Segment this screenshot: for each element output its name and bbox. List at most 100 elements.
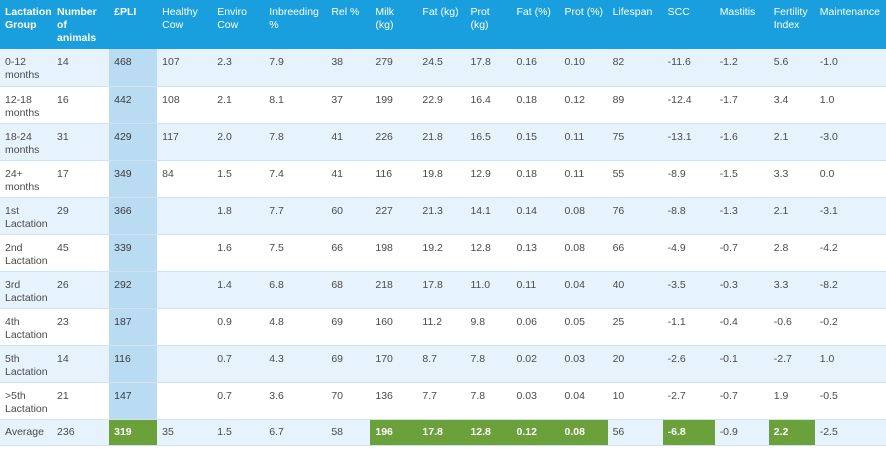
average-inbreeding: 6.7 (264, 418, 327, 446)
cell-lactation-group: 5th Lactation (0, 345, 53, 383)
average-number-of-animals: 236 (52, 418, 110, 446)
cell-lifespan: 75 (607, 123, 663, 161)
cell-inbreeding: 4.3 (264, 345, 327, 383)
cell-fat-kg: 8.7 (417, 345, 466, 383)
col-header-milk[interactable]: Milk (kg) (370, 0, 418, 49)
cell-mastitis: -1.3 (714, 196, 769, 235)
cell-lifespan: 55 (607, 160, 663, 198)
cell-scc: -11.6 (662, 49, 715, 87)
cell-fertility-index: -0.6 (768, 308, 815, 346)
cell-prot-kg: 12.9 (465, 160, 512, 198)
cell-lifespan: 10 (607, 382, 663, 420)
col-header-prot-kg[interactable]: Prot (kg) (465, 0, 512, 49)
col-header-lifespan[interactable]: Lifespan (607, 0, 663, 49)
col-header-fertility-index[interactable]: Fertility Index (768, 0, 815, 49)
cell-number-of-animals: 29 (52, 196, 110, 235)
col-header-mastitis[interactable]: Mastitis (714, 0, 769, 49)
average-mastitis: -0.9 (714, 418, 769, 446)
cell-number-of-animals: 14 (52, 345, 110, 383)
cell-prot-pct: 0.10 (559, 49, 608, 87)
cell-maintenance: -3.0 (814, 123, 886, 161)
average-scc: -6.8 (662, 418, 715, 446)
cell-fat-pct: 0.02 (511, 345, 560, 383)
cell-enviro-cow: 0.7 (212, 382, 265, 420)
cell-pli: 292 (109, 271, 158, 309)
cell-maintenance: -0.5 (814, 382, 886, 420)
cell-scc: -12.4 (662, 86, 715, 124)
table-row: 4th Lactation 23 187 0.9 4.8 69 160 11.2 9.8 0.06… (0, 308, 886, 346)
cell-fertility-index: 1.9 (768, 382, 815, 420)
cell-fertility-index: -2.7 (768, 345, 815, 383)
cell-maintenance: -1.0 (814, 49, 886, 87)
cell-prot-pct: 0.08 (559, 234, 608, 272)
cell-prot-kg: 11.0 (465, 271, 512, 309)
average-fat-kg: 17.8 (417, 418, 466, 446)
cell-mastitis: -0.4 (714, 308, 769, 346)
cell-maintenance: -4.2 (814, 234, 886, 272)
cell-rel: 37 (326, 86, 371, 124)
average-prot-kg: 12.8 (465, 418, 512, 446)
cell-enviro-cow: 2.3 (212, 49, 265, 87)
cell-fat-kg: 22.9 (417, 86, 466, 124)
cell-pli: 187 (109, 308, 158, 346)
col-header-maintenance[interactable]: Maintenance (814, 0, 886, 49)
cell-inbreeding: 7.7 (264, 196, 327, 235)
col-header-fat-kg[interactable]: Fat (kg) (417, 0, 466, 49)
cell-milk: 226 (370, 123, 418, 161)
cell-prot-kg: 17.8 (465, 49, 512, 87)
cell-maintenance: 1.0 (814, 345, 886, 383)
table-row: 18-24 months 31 429 117 2.0 7.8 41 226 21.8 16.5 0… (0, 123, 886, 161)
cell-lifespan: 76 (607, 196, 663, 235)
cell-healthy-cow (157, 271, 213, 309)
average-lifespan: 56 (607, 418, 663, 446)
cell-fat-pct: 0.18 (511, 160, 560, 198)
col-header-scc[interactable]: SCC (662, 0, 715, 49)
cell-fat-pct: 0.15 (511, 123, 560, 161)
cell-mastitis: -1.7 (714, 86, 769, 124)
cell-lactation-group: 3rd Lactation (0, 271, 53, 309)
cell-milk: 160 (370, 308, 418, 346)
cell-fertility-index: 3.4 (768, 86, 815, 124)
cell-number-of-animals: 16 (52, 86, 110, 124)
col-header-healthy-cow[interactable]: Healthy Cow (157, 0, 213, 49)
cell-prot-kg: 7.8 (465, 382, 512, 420)
cell-healthy-cow: 117 (157, 123, 213, 161)
cell-fertility-index: 3.3 (768, 160, 815, 198)
col-header-enviro-cow[interactable]: Enviro Cow (212, 0, 265, 49)
cell-lifespan: 82 (607, 49, 663, 87)
cell-rel: 41 (326, 123, 371, 161)
cell-healthy-cow (157, 308, 213, 346)
cell-pli: 349 (109, 160, 158, 198)
cell-pli: 429 (109, 123, 158, 161)
cell-scc: -4.9 (662, 234, 715, 272)
cell-pli: 116 (109, 345, 158, 383)
cell-fat-kg: 19.8 (417, 160, 466, 198)
cell-enviro-cow: 0.7 (212, 345, 265, 383)
cell-mastitis: -1.6 (714, 123, 769, 161)
cell-enviro-cow: 1.6 (212, 234, 265, 272)
col-header-fat-pct[interactable]: Fat (%) (511, 0, 560, 49)
cell-rel: 66 (326, 234, 371, 272)
cell-mastitis: -0.3 (714, 271, 769, 309)
cell-enviro-cow: 1.4 (212, 271, 265, 309)
cell-inbreeding: 6.8 (264, 271, 327, 309)
col-header-rel[interactable]: Rel % (326, 0, 371, 49)
cell-fat-kg: 24.5 (417, 49, 466, 87)
col-header-prot-pct[interactable]: Prot (%) (559, 0, 608, 49)
cell-number-of-animals: 23 (52, 308, 110, 346)
cell-scc: -8.8 (662, 196, 715, 235)
cell-milk: 227 (370, 196, 418, 235)
col-header-inbreeding[interactable]: Inbreeding % (264, 0, 327, 49)
table-row: 24+ months 17 349 84 1.5 7.4 41 116 19.8 12.9 0.18… (0, 160, 886, 198)
table-row: >5th Lactation 21 147 0.7 3.6 70 136 7.7 7.8 0.03… (0, 382, 886, 420)
col-header-number-of-animals[interactable]: Number of animals (52, 0, 110, 49)
cell-milk: 218 (370, 271, 418, 309)
cell-fertility-index: 2.1 (768, 123, 815, 161)
average-row: Average 236 319 35 1.5 6.7 58 196 17.8 12.8 0.12 0.… (0, 418, 886, 446)
col-header-pli[interactable]: £PLI (109, 0, 158, 49)
cell-lactation-group: 1st Lactation (0, 196, 53, 235)
cell-enviro-cow: 2.0 (212, 123, 265, 161)
cell-mastitis: -0.7 (714, 382, 769, 420)
col-header-lactation-group[interactable]: Lactation Group (0, 0, 53, 49)
cell-fat-pct: 0.06 (511, 308, 560, 346)
